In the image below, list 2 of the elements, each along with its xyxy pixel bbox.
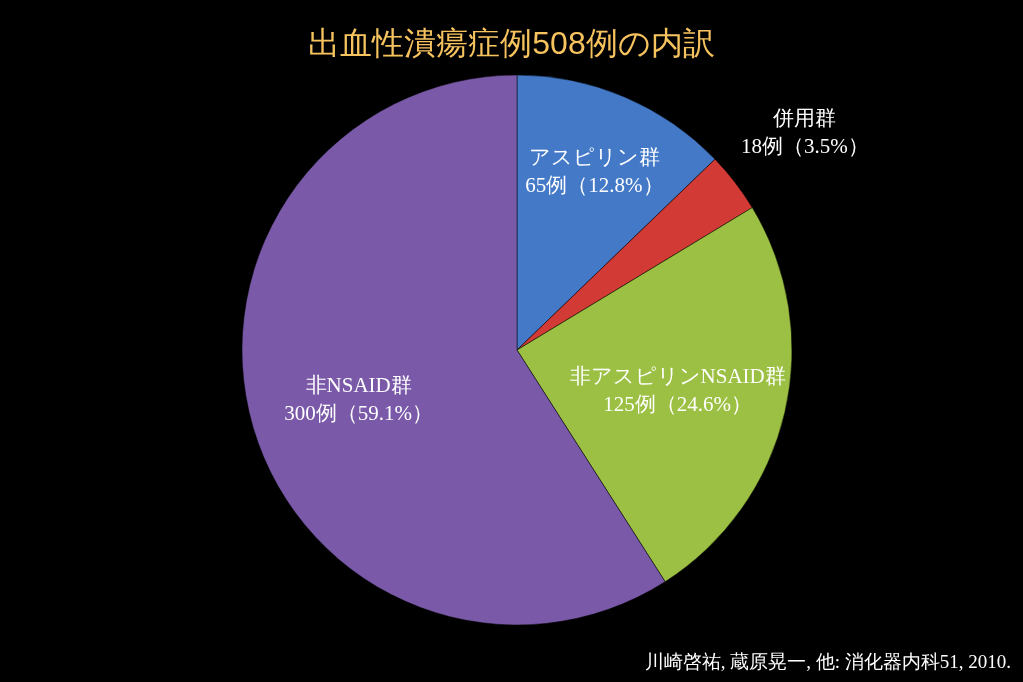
annotation: 川崎啓祐, 蔵原晃一, 他: 消化器内科51, 2010. [644, 651, 1011, 672]
title: 出血性潰瘍症例508例の内訳 [308, 25, 715, 61]
